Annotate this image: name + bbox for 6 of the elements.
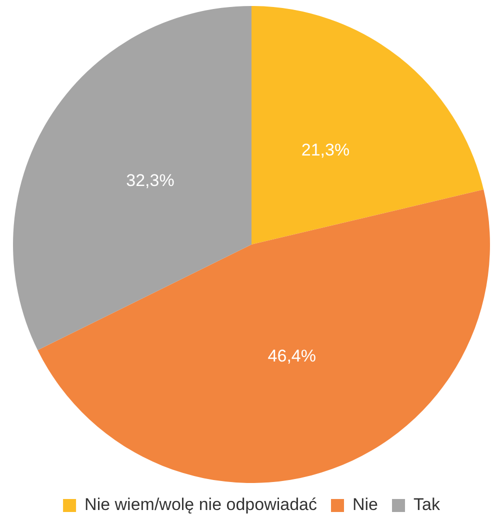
data-label: 21,3%	[301, 140, 350, 160]
data-label: 32,3%	[126, 171, 174, 190]
legend-label: Nie wiem/wolę nie odpowiadać	[84, 495, 318, 514]
data-label: 46,4%	[268, 346, 316, 366]
legend-label: Nie	[352, 495, 378, 514]
legend-label: Tak	[414, 495, 440, 514]
